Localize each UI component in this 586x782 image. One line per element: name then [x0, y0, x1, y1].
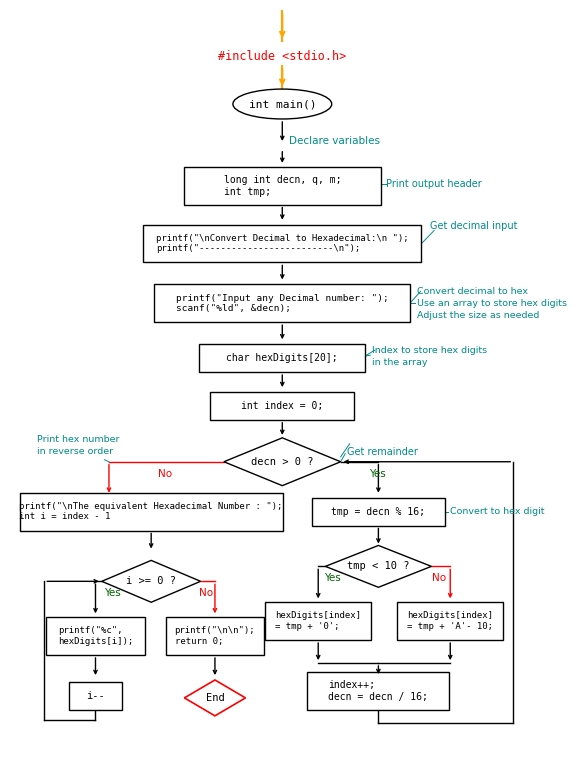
Text: printf("\n\n");
return 0;: printf("\n\n"); return 0; — [175, 626, 255, 646]
Ellipse shape — [233, 89, 332, 119]
Text: Declare variables: Declare variables — [289, 136, 380, 146]
Text: char hexDigits[20];: char hexDigits[20]; — [226, 353, 338, 363]
Text: decn > 0 ?: decn > 0 ? — [251, 457, 314, 467]
Polygon shape — [102, 561, 200, 602]
FancyBboxPatch shape — [265, 602, 371, 640]
Polygon shape — [224, 438, 340, 486]
Text: Yes: Yes — [325, 573, 341, 583]
Text: Get remainder: Get remainder — [347, 447, 418, 457]
Text: long int decn, q, m;
int tmp;: long int decn, q, m; int tmp; — [223, 175, 341, 196]
FancyBboxPatch shape — [143, 224, 421, 263]
Text: printf("%c",
hexDigits[i]);: printf("%c", hexDigits[i]); — [58, 626, 133, 646]
Text: No: No — [432, 573, 447, 583]
Text: #include <stdio.h>: #include <stdio.h> — [218, 50, 346, 63]
Text: Adjust the size as needed: Adjust the size as needed — [417, 310, 539, 320]
Text: i--: i-- — [86, 691, 105, 701]
FancyBboxPatch shape — [165, 617, 264, 655]
FancyBboxPatch shape — [46, 617, 145, 655]
Text: in reverse order: in reverse order — [37, 447, 113, 456]
Text: No: No — [199, 588, 213, 598]
Text: tmp = decn % 16;: tmp = decn % 16; — [332, 507, 425, 517]
Text: hexDigits[index]
= tmp + 'A'- 10;: hexDigits[index] = tmp + 'A'- 10; — [407, 612, 493, 631]
Text: No: No — [158, 468, 172, 479]
Text: int main(): int main() — [248, 99, 316, 109]
Text: i >= 0 ?: i >= 0 ? — [126, 576, 176, 586]
Polygon shape — [185, 680, 246, 716]
FancyBboxPatch shape — [183, 167, 381, 205]
Text: Convert decimal to hex: Convert decimal to hex — [417, 287, 528, 296]
FancyBboxPatch shape — [397, 602, 503, 640]
FancyBboxPatch shape — [312, 497, 445, 526]
Text: int index = 0;: int index = 0; — [241, 401, 323, 411]
FancyBboxPatch shape — [154, 285, 410, 322]
Text: printf("\nConvert Decimal to Hexadecimal:\n ");
printf("------------------------: printf("\nConvert Decimal to Hexadecimal… — [156, 234, 408, 253]
Text: End: End — [206, 693, 224, 703]
Text: Yes: Yes — [104, 588, 121, 598]
Text: in the array: in the array — [372, 357, 428, 367]
Text: Get decimal input: Get decimal input — [431, 221, 518, 231]
Text: Use an array to store hex digits: Use an array to store hex digits — [417, 299, 567, 308]
FancyBboxPatch shape — [308, 672, 449, 710]
Text: Index to store hex digits: Index to store hex digits — [372, 346, 487, 355]
Text: Print hex number: Print hex number — [37, 436, 120, 444]
Text: Print output header: Print output header — [386, 179, 481, 188]
FancyBboxPatch shape — [210, 392, 354, 420]
FancyBboxPatch shape — [69, 682, 122, 710]
Text: index++;
decn = decn / 16;: index++; decn = decn / 16; — [328, 680, 428, 701]
Text: Convert to hex digit: Convert to hex digit — [450, 507, 545, 516]
Polygon shape — [325, 546, 431, 587]
FancyBboxPatch shape — [19, 493, 282, 530]
Text: printf("Input any Decimal number: ");
scanf("%ld", &decn);: printf("Input any Decimal number: "); sc… — [176, 293, 389, 313]
Text: tmp < 10 ?: tmp < 10 ? — [347, 561, 410, 572]
FancyBboxPatch shape — [199, 344, 365, 372]
Text: printf("\nThe equivalent Hexadecimal Number : ");
int i = index - 1: printf("\nThe equivalent Hexadecimal Num… — [19, 502, 283, 522]
Text: hexDigits[index]
= tmp + '0';: hexDigits[index] = tmp + '0'; — [275, 612, 361, 631]
Text: Yes: Yes — [369, 468, 386, 479]
